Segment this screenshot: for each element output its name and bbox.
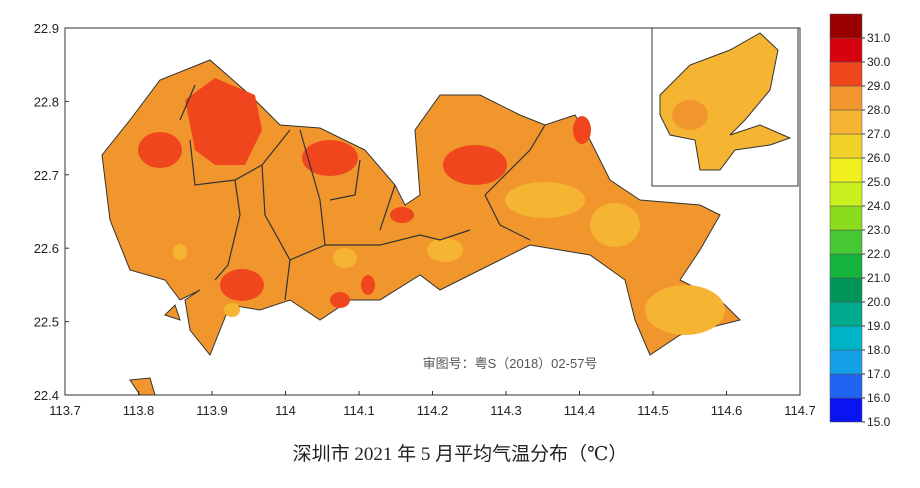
colorbar-swatch [829,205,863,231]
colorbar-swatch [829,229,863,255]
x-tick-label: 114.7 [784,403,816,418]
colorbar-swatch [829,277,863,303]
y-tick-label: 22.5 [34,315,59,330]
colorbar-label: 19.0 [867,319,891,333]
y-tick-label: 22.7 [34,168,59,183]
colorbar-swatch [829,13,863,39]
colorbar-label: 22.0 [867,247,891,261]
caption: 深圳市 2021 年 5 月平均气温分布（℃） [293,443,628,465]
x-tick-label: 114.3 [490,403,522,418]
colorbar-label: 27.0 [867,127,891,141]
colorbar-swatch [829,325,863,351]
colorbar-swatch [829,133,863,159]
colorbar-label: 20.0 [867,295,891,309]
x-tick-label: 114.6 [711,403,743,418]
y-tick-label: 22.4 [34,388,59,403]
x-tick-label: 114.4 [564,403,596,418]
colorbar-swatch [829,61,863,87]
y-tick-label: 22.6 [34,241,59,256]
colorbar-label: 26.0 [867,151,891,165]
colorbar-swatch [829,109,863,135]
shenzhen-map [101,59,741,396]
colorbar-label: 28.0 [867,103,891,117]
colorbar-label: 18.0 [867,343,891,357]
x-tick-label: 113.7 [49,403,81,418]
x-tick-label: 114.5 [637,403,669,418]
colorbar-label: 16.0 [867,391,891,405]
colorbar-label: 21.0 [867,271,891,285]
x-tick-label: 113.8 [123,403,155,418]
colorbar-label: 23.0 [867,223,891,237]
colorbar-swatch [829,349,863,375]
colorbar-label: 31.0 [867,31,891,45]
colorbar-label: 29.0 [867,79,891,93]
colorbar-swatch [829,253,863,279]
colorbar-label: 24.0 [867,199,891,213]
colorbar-label: 25.0 [867,175,891,189]
x-tick-label: 114 [275,403,296,418]
colorbar-swatch [829,373,863,399]
approval-number: 审图号：粤S（2018）02-57号 [423,356,598,371]
x-tick-label: 113.9 [196,403,228,418]
colorbar-label: 17.0 [867,367,891,381]
colorbar-swatch [829,85,863,111]
colorbar-swatch [829,157,863,183]
y-tick-label: 22.8 [34,94,59,109]
colorbar-swatch [829,37,863,63]
colorbar-swatch [829,181,863,207]
colorbar-swatch [829,397,863,423]
y-tick-label: 22.9 [34,21,59,36]
colorbar-swatch [829,301,863,327]
x-tick-label: 114.1 [343,403,375,418]
inset-map [651,27,799,187]
x-tick-label: 114.2 [417,403,449,418]
colorbar-label: 15.0 [867,415,891,429]
colorbar-label: 30.0 [867,55,891,69]
